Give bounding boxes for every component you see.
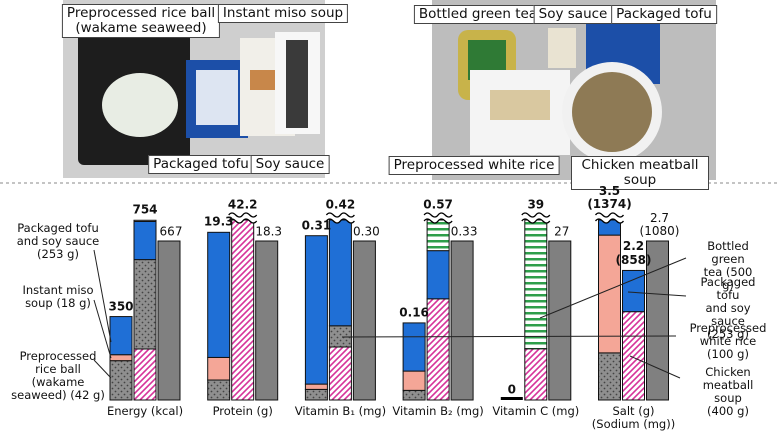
total-label: 2.2 (858)	[615, 239, 652, 267]
legend-label: Preprocessed rice ball (wakame seaweed) …	[11, 349, 105, 402]
bar-segment	[133, 259, 157, 350]
bar-segment	[304, 235, 328, 385]
zero-bar	[500, 397, 523, 400]
bar-segment	[109, 360, 133, 401]
bar-segment	[304, 383, 328, 390]
reference-bar	[450, 240, 474, 401]
photo-label: Preprocessed white rice	[388, 156, 560, 176]
bar-segment	[133, 220, 157, 261]
reference-bar	[255, 240, 279, 401]
reference-bar	[157, 240, 181, 401]
photo-label: Soy sauce	[250, 155, 330, 175]
bar-segment	[109, 354, 133, 362]
bar-segment	[207, 356, 231, 381]
photo-label: Chicken meatball soup	[571, 156, 709, 191]
bar-segment	[133, 348, 157, 401]
bar-segment	[402, 370, 426, 391]
total-label: 754	[132, 202, 158, 217]
reference-label: 0.30	[353, 224, 380, 239]
total-label: 0.42	[325, 197, 356, 212]
bar-segment	[524, 348, 548, 401]
bar-segment	[328, 325, 352, 348]
total-label: 0.16	[399, 305, 429, 320]
photo-label: Packaged tofu	[611, 5, 717, 25]
legend-label: Packaged tofu and soy sauce (253 g)	[16, 221, 100, 261]
bar-segment	[328, 219, 352, 327]
bar-segment	[304, 388, 328, 401]
reference-label: 2.7 (1080)	[639, 211, 680, 239]
reference-bar	[352, 240, 376, 401]
photo-label: Preprocessed rice ball (wakame seaweed)	[61, 4, 221, 39]
bar-segment	[426, 298, 450, 401]
axis-break	[423, 212, 453, 224]
category-label: Protein (g)	[212, 404, 273, 418]
total-label: 42.2	[227, 197, 258, 212]
bar-segment	[426, 219, 450, 252]
legend-label: Bottled green tea (500 g)	[703, 239, 753, 292]
bar-segment	[524, 219, 548, 350]
legend-label: Packaged tofu and soy sauce (253 g)	[700, 275, 756, 341]
reference-bar	[548, 240, 572, 401]
total-label: 19.3	[203, 214, 234, 229]
legend-label: Preprocessed white rice (100 g)	[689, 321, 767, 361]
total-label: 0.57	[423, 197, 453, 212]
bar-segment	[133, 219, 157, 222]
photo-label: Bottled green tea	[413, 5, 543, 25]
reference-label: 0.33	[450, 224, 478, 239]
bar-segment	[207, 231, 231, 358]
category-label: Energy (kcal)	[106, 404, 184, 418]
bar-segment	[231, 219, 255, 401]
bar-segment	[622, 269, 645, 313]
bar-segment	[109, 316, 133, 356]
bars	[109, 212, 669, 401]
total-label: 0.31	[301, 218, 332, 233]
total-label: 0	[507, 382, 516, 397]
total-label: 39	[527, 197, 545, 212]
photo-label: Packaged tofu	[148, 155, 254, 175]
category-label: Vitamin B₁ (mg)	[294, 404, 387, 418]
axis-break	[594, 212, 625, 224]
reference-label: 27	[554, 224, 570, 239]
axis-break	[521, 212, 551, 224]
bar-segment	[402, 322, 426, 372]
total-label: 3.5 (1374)	[587, 184, 632, 212]
axis-break	[228, 212, 258, 224]
bar-segment	[426, 250, 450, 300]
photo-label: Instant miso soup	[217, 4, 349, 24]
leader-lines	[93, 249, 687, 379]
category-label: Vitamin B₂ (mg)	[392, 404, 484, 418]
reference-bar	[646, 240, 669, 401]
reference-label: 667	[159, 224, 183, 239]
bar-segment	[622, 311, 645, 401]
legend-label: Chicken meatball soup (400 g)	[702, 365, 754, 418]
bar-segment	[328, 346, 352, 401]
legend-label: Instant miso soup (18 g)	[22, 283, 94, 310]
category-label: Salt (g) (Sodium (mg))	[591, 404, 676, 431]
bar-segment	[402, 389, 426, 401]
category-label: Vitamin C (mg)	[492, 404, 580, 418]
total-label: 350	[108, 299, 134, 314]
photo-right	[432, 0, 716, 180]
reference-label: 18.3	[255, 224, 283, 239]
bar-segment	[207, 379, 231, 401]
bar-segment	[598, 352, 621, 401]
axis-break	[325, 212, 355, 224]
photo-label: Soy sauce	[533, 5, 613, 25]
